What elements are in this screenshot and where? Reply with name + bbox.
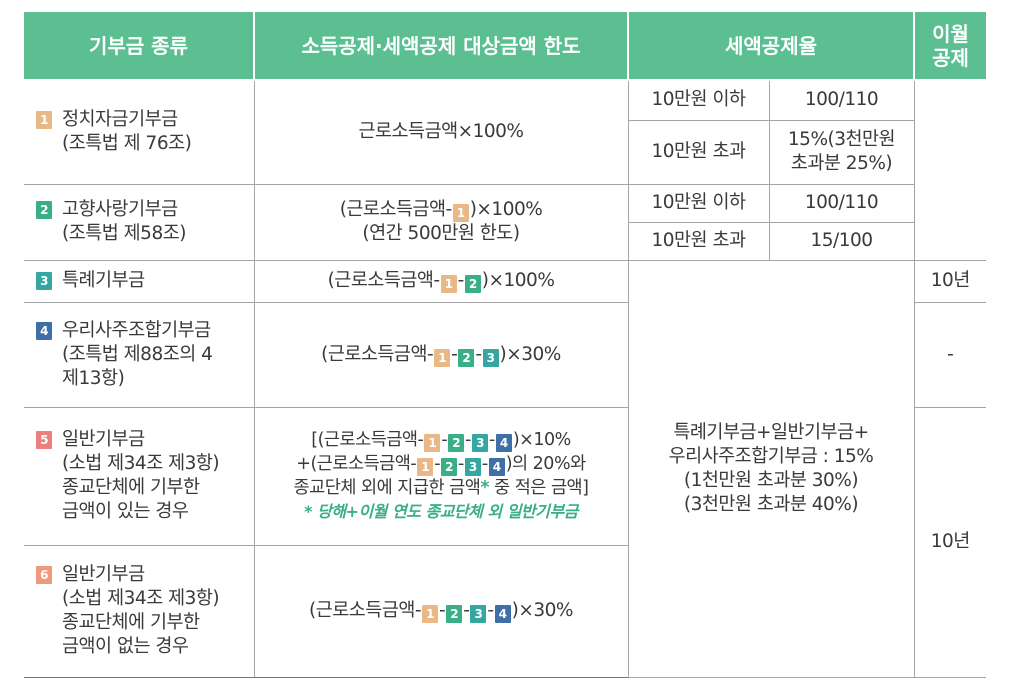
row2-rate1: 100/110 — [768, 183, 914, 223]
row1-kind-label: 정치자금기부금 (조특법 제 76조) — [62, 109, 192, 155]
row1-rate1: 100/110 — [768, 79, 915, 121]
inline-badge-1: 1 — [440, 275, 457, 293]
row4-kind: 4 우리사주조합기부금 (조특법 제88조의 4 제13항) — [24, 301, 255, 408]
row2-limit-b: )×100% — [469, 199, 543, 220]
row6-kind-label: 일반기부금 (소법 제34조 제3항) 종교단체에 기부한 금액이 없는 경우 — [62, 564, 220, 657]
row4-limit: (근로소득금액- 1-2-3)×30% — [253, 301, 629, 408]
row1-cond1: 10만원 이하 — [627, 79, 770, 121]
row2-kind-label: 고향사랑기부금 (조특법 제58조) — [62, 199, 186, 244]
row1-cond2: 10만원 초과 — [628, 119, 770, 185]
row2-limit-a: (근로소득금액- — [339, 199, 453, 220]
row6-limit: (근로소득금액- 1-2-3-4)×30% — [253, 544, 628, 678]
row2-limit-c: (연간 500만원 한도) — [362, 223, 520, 244]
row3-kind: 3 특례기부금 — [24, 259, 255, 303]
inline-badge-1: 1 — [417, 458, 434, 476]
row2-limit: (근로소득금액- 1)×100% (연간 500만원 한도) — [253, 183, 629, 261]
row3-limit-b: )×100% — [481, 270, 555, 291]
row1-limit: 근로소득금액×100% — [253, 79, 629, 185]
row5-line3-a: 종교단체 외에 지급한 금액 — [293, 478, 481, 498]
badge-6: 6 — [36, 566, 52, 584]
row56-carry: 10년 — [913, 406, 986, 678]
inline-badge-3: 3 — [482, 348, 499, 367]
row5-kind: 5 일반기부금 (소법 제34조 제3항) 종교단체에 기부한 금액이 있는 경우 — [24, 406, 255, 546]
row1-kind: 1 정치자금기부금 (조특법 제 76조) — [24, 79, 255, 185]
inline-badge-3: 3 — [470, 605, 487, 623]
row5-line1-b: )×10% — [512, 430, 571, 450]
row2-rate2: 15/100 — [768, 221, 914, 261]
row5-line3-b: 중 적은 금액] — [488, 478, 589, 498]
row6-kind: 6 일반기부금 (소법 제34조 제3항) 종교단체에 기부한 금액이 없는 경우 — [24, 544, 255, 678]
inline-badge-1: 1 — [422, 605, 439, 623]
badge-5: 5 — [36, 431, 52, 449]
row2-cond1: 10만원 이하 — [627, 183, 770, 223]
row2-kind: 2 고향사랑기부금 (조특법 제58조) — [24, 183, 255, 261]
inline-badge-2: 2 — [448, 434, 465, 452]
row1-rate2: 15%(3천만원 초과분 25%) — [768, 119, 914, 185]
inline-badge-3: 3 — [472, 434, 488, 452]
row6-limit-b: )×30% — [511, 600, 574, 621]
row5-line2-a: +(근로소득금액- — [296, 454, 417, 474]
donation-table: 기부금 종류 소득공제·세액공제 대상금액 한도 세액공제율 이월 공제 1 정치… — [24, 12, 986, 678]
inline-badge-1: 1 — [424, 434, 441, 452]
inline-badge-3: 3 — [464, 458, 481, 476]
row5-limit: [(근로소득금액- 1-2-3-4)×10% +(근로소득금액- 1-2-3-4)의… — [253, 406, 629, 546]
row5-star: * — [480, 478, 489, 498]
badge-3: 3 — [36, 272, 52, 290]
row4-carry: - — [913, 301, 986, 408]
row2-cond2: 10만원 초과 — [628, 221, 770, 261]
row3-kind-label: 특례기부금 — [62, 270, 145, 291]
badge-1: 1 — [36, 111, 52, 130]
row12-carry — [913, 79, 986, 261]
row6-limit-a: (근로소득금액- — [309, 600, 422, 621]
row3-carry: 10년 — [913, 259, 986, 303]
header-kind: 기부금 종류 — [24, 12, 255, 81]
row4-limit-b: )×30% — [499, 343, 562, 365]
inline-badge-1: 1 — [434, 348, 451, 367]
row4-kind-label: 우리사주조합기부금 (조특법 제88조의 4 제13항) — [62, 319, 213, 389]
row5-line2-b: )의 20%와 — [505, 454, 587, 474]
inline-badge-2: 2 — [458, 348, 475, 367]
inline-badge-4: 4 — [495, 434, 512, 452]
inline-badge-2: 2 — [446, 605, 463, 623]
badge-4: 4 — [36, 321, 52, 340]
inline-badge-2: 2 — [441, 458, 458, 476]
row5-note: * 당해+이월 연도 종교단체 외 일반기부금 — [304, 502, 578, 521]
row4-limit-a: (근로소득금액- — [321, 343, 434, 365]
header-carry: 이월 공제 — [913, 12, 986, 81]
row5-kind-label: 일반기부금 (소법 제34조 제3항) 종교단체에 기부한 금액이 있는 경우 — [62, 429, 220, 522]
badge-2: 2 — [36, 201, 52, 219]
row5-line1-a: [(근로소득금액- — [311, 430, 424, 450]
header-limit: 소득공제·세액공제 대상금액 한도 — [253, 12, 629, 81]
header-rate: 세액공제율 — [627, 12, 915, 81]
inline-badge-4: 4 — [494, 605, 511, 623]
inline-badge-4: 4 — [488, 458, 505, 476]
inline-badge-1: 1 — [452, 204, 469, 222]
merged-rate: 특례기부금+일반기부금+ 우리사주조합기부금 : 15% (1천만원 초과분 3… — [627, 259, 915, 678]
inline-badge-2: 2 — [464, 275, 481, 293]
row3-limit-a: (근로소득금액- — [327, 270, 441, 291]
row3-limit: (근로소득금액- 1-2)×100% — [253, 259, 629, 303]
